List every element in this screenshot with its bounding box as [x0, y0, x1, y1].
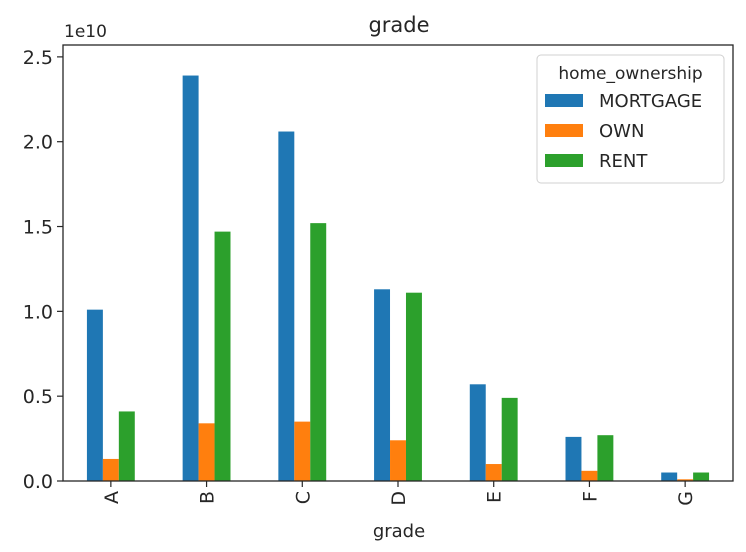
bar-rent-g: [693, 472, 710, 481]
y-tick-label: 0.5: [23, 386, 53, 408]
x-axis: A B C D E F G: [101, 481, 697, 506]
bar-rent-f: [597, 435, 614, 481]
bar-own-b: [198, 423, 215, 481]
x-tick-label-b: B: [197, 491, 219, 504]
x-tick-label-e: E: [484, 491, 506, 503]
legend-label-own: OWN: [599, 121, 644, 142]
legend-swatch-own: [545, 124, 583, 137]
legend-label-mortgage: MORTGAGE: [599, 91, 702, 112]
x-tick-label-a: A: [101, 491, 123, 504]
y-tick-label: 1.5: [23, 217, 53, 239]
y-tick-label: 1.0: [23, 301, 53, 323]
x-tick-label-f: F: [579, 491, 601, 502]
bar-own-d: [390, 440, 406, 481]
chart-title: grade: [368, 13, 429, 37]
bar-mortgage-g: [661, 472, 678, 481]
x-tick-label-g: G: [675, 491, 697, 506]
bar-own-e: [485, 464, 502, 481]
bar-mortgage-f: [565, 436, 582, 481]
legend-swatch-mortgage: [545, 94, 583, 107]
bar-mortgage-e: [469, 384, 486, 481]
bar-rent-d: [405, 292, 422, 481]
plot-area: [86, 75, 710, 482]
legend-label-rent: RENT: [599, 151, 648, 172]
bar-mortgage-c: [278, 131, 295, 481]
bar-mortgage-b: [182, 75, 199, 482]
legend-title: home_ownership: [558, 64, 702, 84]
bar-mortgage-d: [374, 289, 391, 481]
bar-rent-e: [501, 397, 518, 481]
legend-box: [536, 54, 725, 184]
y-tick-label: 2.0: [23, 132, 53, 154]
bar-mortgage-a: [86, 309, 103, 481]
bar-own-g: [677, 479, 694, 481]
y-tick-label: 0.0: [23, 471, 53, 493]
y-offset-label: 1e10: [64, 22, 107, 42]
bar-own-a: [102, 458, 119, 481]
bar-own-f: [581, 470, 598, 481]
bar-rent-c: [310, 223, 327, 481]
y-axis: 0.0 0.5 1.0 1.5 2.0 2.5: [23, 47, 63, 493]
x-tick-label-d: D: [388, 491, 410, 506]
x-tick-label-c: C: [292, 491, 314, 504]
legend-swatch-rent: [545, 154, 583, 167]
y-tick-label: 2.5: [23, 47, 53, 69]
bar-rent-b: [214, 231, 231, 481]
bar-own-c: [294, 421, 311, 481]
bar-rent-a: [118, 411, 135, 481]
x-axis-label: grade: [373, 521, 425, 542]
legend: home_ownership MORTGAGE OWN RENT: [536, 54, 725, 184]
